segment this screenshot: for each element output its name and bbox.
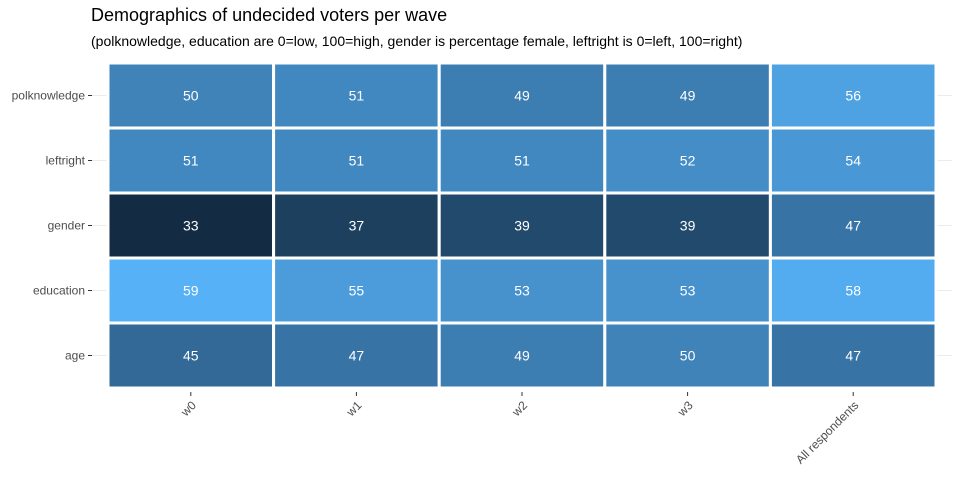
heatmap-cell <box>768 191 938 260</box>
cell-value-label: 45 <box>183 348 199 364</box>
cell-value-label: 51 <box>349 88 365 104</box>
heatmap-cell <box>106 321 276 390</box>
y-tick-label: leftright <box>46 154 86 168</box>
heatmap-cell <box>437 191 607 260</box>
cell-value-label: 47 <box>349 348 365 364</box>
chart-title: Demographics of undecided voters per wav… <box>91 5 447 25</box>
cell-value-label: 58 <box>845 283 861 299</box>
cell-layer: 50 51 49 49 56 51 51 51 52 54 33 37 39 39 47 59 55 53 53 58… <box>106 61 938 390</box>
cell-value-label: 39 <box>680 218 696 234</box>
cell-value-label: 53 <box>680 283 696 299</box>
x-tick-label: w1 <box>343 398 365 420</box>
cell-value-label: 52 <box>680 153 696 169</box>
heatmap-cell <box>603 321 772 390</box>
y-tick-label: gender <box>48 219 85 233</box>
cell-value-label: 49 <box>680 88 696 104</box>
x-tick-label: w3 <box>674 398 696 420</box>
cell-value-label: 39 <box>514 218 530 234</box>
cell-value-label: 33 <box>183 218 199 234</box>
x-tick-label: w2 <box>509 398 531 420</box>
heatmap-cell <box>106 191 276 260</box>
cell-value-label: 55 <box>349 283 365 299</box>
cell-value-label: 37 <box>349 218 365 234</box>
heatmap-cell <box>272 321 441 390</box>
heatmap-cell <box>768 61 938 130</box>
x-tick-label: All respondents <box>793 398 861 466</box>
y-tick-label: age <box>65 349 85 363</box>
heatmap-cell <box>437 61 607 130</box>
cell-value-label: 47 <box>845 218 861 234</box>
cell-value-label: 51 <box>514 153 530 169</box>
cell-value-label: 49 <box>514 348 530 364</box>
cell-value-label: 51 <box>183 153 199 169</box>
heatmap-cell <box>603 256 772 325</box>
cell-value-label: 49 <box>514 88 530 104</box>
heatmap-cell <box>437 321 607 390</box>
cell-value-label: 50 <box>680 348 696 364</box>
cell-value-label: 50 <box>183 88 199 104</box>
heatmap-cell <box>768 321 938 390</box>
chart-subtitle: (polknowledge, education are 0=low, 100=… <box>91 33 742 49</box>
heatmap-cell <box>603 126 772 195</box>
cell-value-label: 53 <box>514 283 530 299</box>
x-tick-label: w0 <box>177 398 199 420</box>
heatmap-cell <box>272 126 441 195</box>
heatmap-cell <box>768 256 938 325</box>
y-tick-label: education <box>33 284 85 298</box>
cell-value-label: 56 <box>845 88 861 104</box>
cell-value-label: 47 <box>845 348 861 364</box>
cell-value-label: 51 <box>349 153 365 169</box>
y-tick-label: polknowledge <box>12 89 86 103</box>
heatmap-cell <box>437 256 607 325</box>
heatmap-cell <box>768 126 938 195</box>
heatmap-cell <box>106 256 276 325</box>
cell-value-label: 59 <box>183 283 199 299</box>
cell-value-label: 54 <box>845 153 861 169</box>
